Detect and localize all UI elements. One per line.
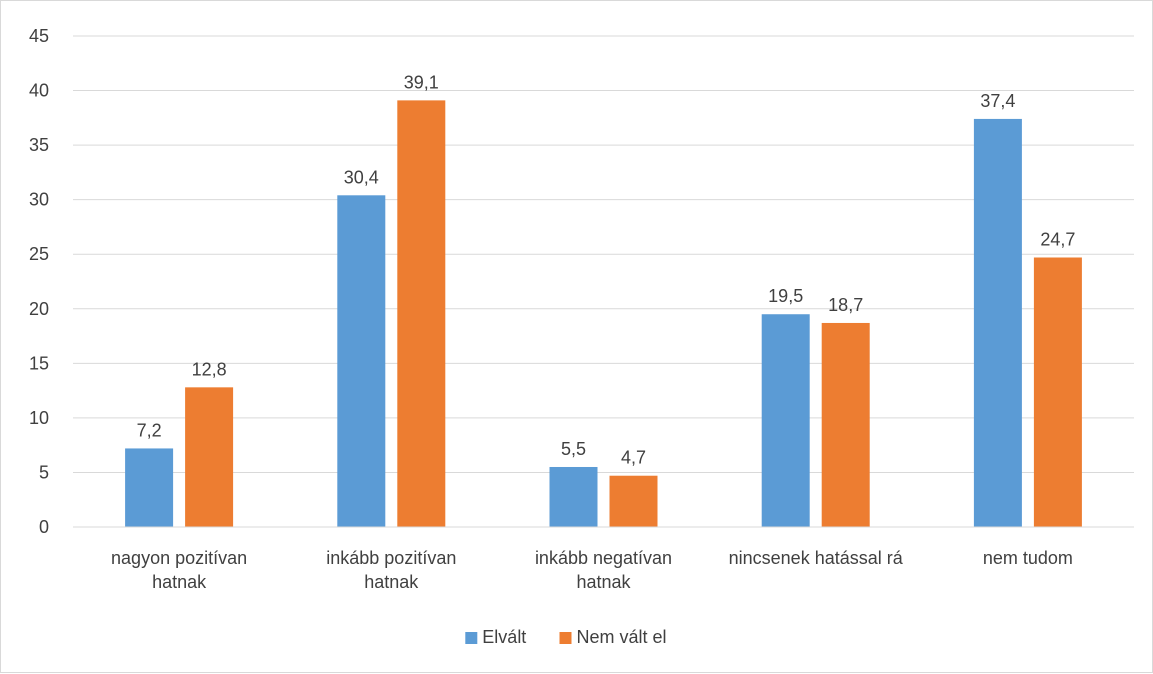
category-label-line: hatnak: [576, 572, 631, 592]
data-labels: 7,2 12,8 30,4 39,1 5,5 4,7 19,5 18,7 37,4 24,7: [137, 72, 1076, 467]
data-label: 19,5: [768, 286, 803, 306]
category-label: nincsenek hatással rá: [729, 548, 904, 568]
bar-elvalt: [973, 118, 1022, 528]
legend-label: Nem vált el: [577, 627, 667, 647]
data-label: 5,5: [561, 439, 586, 459]
data-label: 4,7: [621, 448, 646, 468]
y-tick-label: 25: [29, 244, 49, 264]
data-label: 12,8: [192, 359, 227, 379]
category-label-line: hatnak: [152, 572, 207, 592]
bar-nem-valt-el: [821, 322, 870, 527]
category-label-line: nagyon pozitívan: [111, 548, 247, 568]
category-label-line: inkább pozitívan: [326, 548, 456, 568]
data-label: 30,4: [344, 167, 379, 187]
bar-nem-valt-el: [1033, 257, 1082, 527]
bar-nem-valt-el: [397, 100, 446, 528]
y-tick-label: 0: [39, 517, 49, 537]
category-label: nagyon pozitívan hatnak: [111, 548, 247, 592]
data-label: 39,1: [404, 72, 439, 92]
bar-nem-valt-el: [609, 475, 658, 527]
y-tick-label: 10: [29, 408, 49, 428]
data-label: 37,4: [980, 91, 1015, 111]
bar-elvalt: [761, 314, 810, 527]
data-label: 24,7: [1040, 229, 1075, 249]
y-tick-label: 40: [29, 81, 49, 101]
y-tick-label: 20: [29, 299, 49, 319]
y-tick-label: 5: [39, 462, 49, 482]
bar-elvalt: [549, 466, 598, 527]
gridlines: [73, 35, 1134, 473]
y-tick-label: 30: [29, 190, 49, 210]
y-tick-label: 45: [29, 26, 49, 46]
category-label-line: nincsenek hatással rá: [729, 548, 904, 568]
category-label-line: nem tudom: [983, 548, 1073, 568]
bar-elvalt: [125, 448, 174, 527]
category-label: nem tudom: [983, 548, 1073, 568]
bars: [125, 100, 1082, 528]
y-axis-ticks: 0 5 10 15 20 25 30 35 40 45: [29, 26, 49, 537]
bar-nem-valt-el: [185, 387, 234, 527]
legend-swatch: [465, 632, 478, 644]
legend: Elvált Nem vált el: [465, 627, 667, 647]
legend-label: Elvált: [482, 627, 526, 647]
category-label: inkább pozitívan hatnak: [326, 548, 456, 592]
category-label-line: inkább negatívan: [535, 548, 672, 568]
data-label: 7,2: [137, 420, 162, 440]
y-tick-label: 35: [29, 135, 49, 155]
category-labels: nagyon pozitívan hatnak inkább pozitívan ha…: [111, 548, 1073, 592]
bar-elvalt: [337, 195, 386, 527]
y-tick-label: 15: [29, 353, 49, 373]
data-label: 18,7: [828, 295, 863, 315]
category-label: inkább negatívan hatnak: [535, 548, 672, 592]
legend-swatch: [559, 632, 572, 644]
category-label-line: hatnak: [364, 572, 419, 592]
